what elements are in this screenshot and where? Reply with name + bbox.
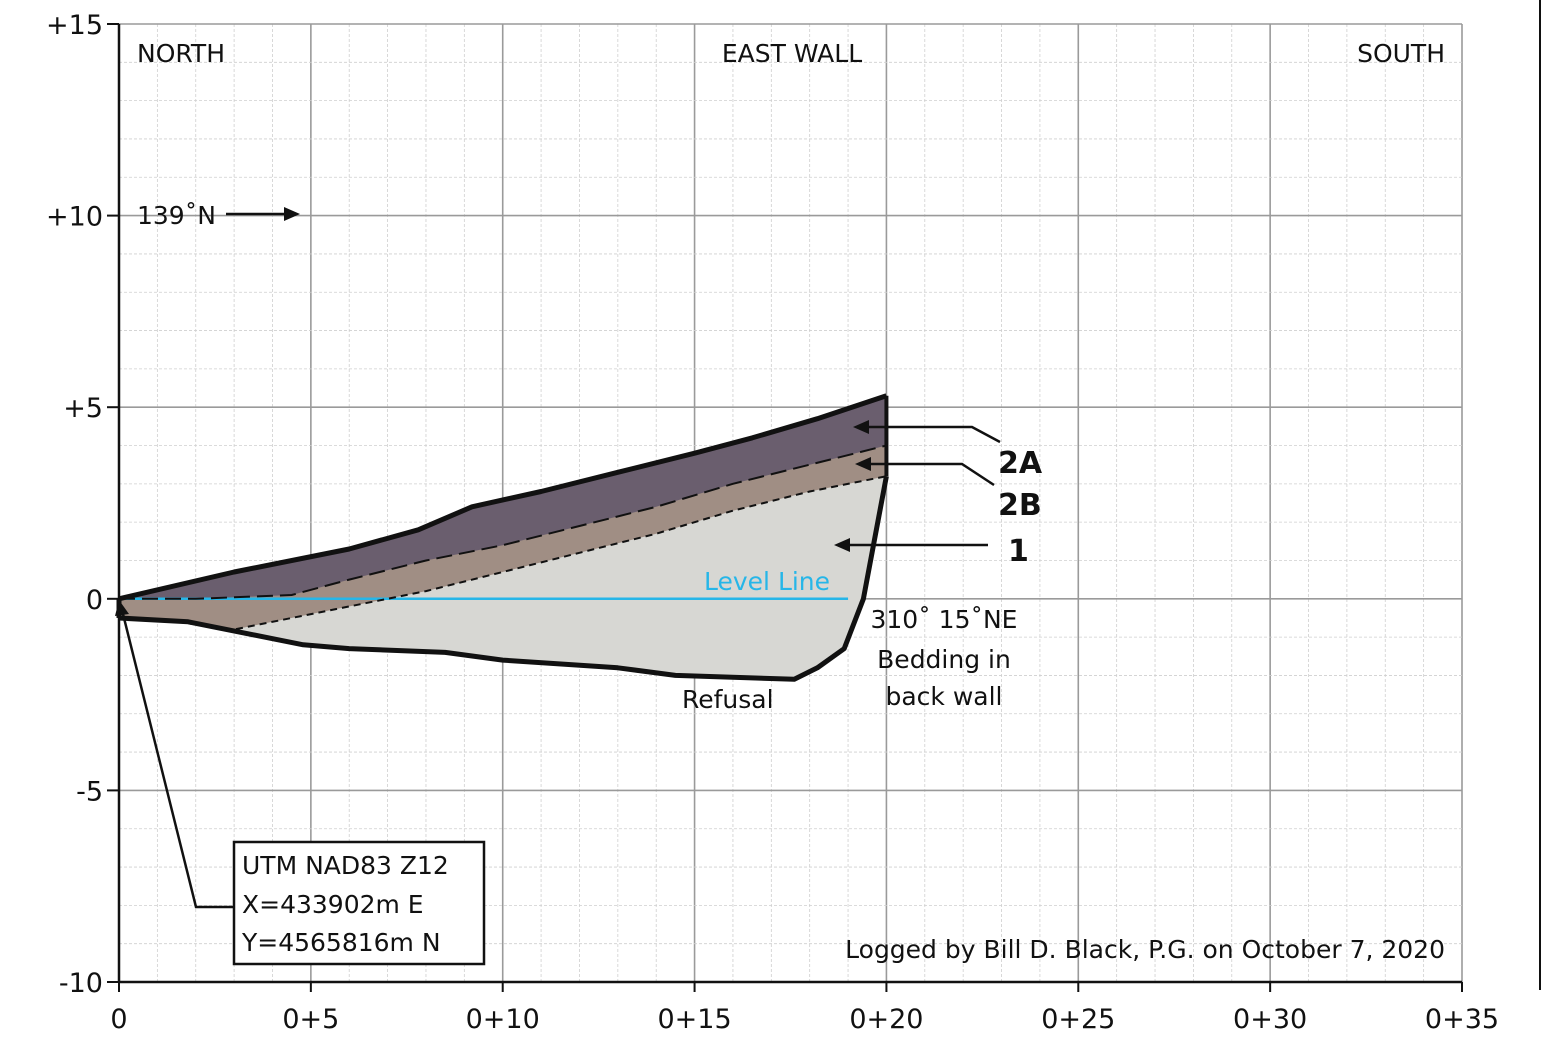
location-leader-head [115,600,129,616]
unit-2b-leader [855,457,995,487]
x-tick-label: 0+35 [1425,1004,1499,1035]
location-line-1: UTM NAD83 Z12 [242,851,449,880]
trench-bottom [118,475,889,682]
location-line-2: X=433902m E [242,890,424,919]
contact-2a-2b [119,444,887,600]
x-tick-label: 0+30 [1233,1004,1307,1035]
y-tick-label: +5 [63,393,103,424]
y-tick-label: -10 [59,968,103,999]
bearing-arrow-head [284,207,300,221]
y-tick-label: 0 [86,585,103,616]
unit-2b-label: 2B [998,488,1042,523]
y-tick-label: +15 [46,10,103,41]
bearing-label: 139˚N [137,201,216,230]
location-line-3: Y=4565816m N [241,928,441,957]
bedding-note-line-2: Bedding in [877,645,1011,674]
x-tick-label: 0+10 [466,1004,540,1035]
x-tick-label: 0+15 [657,1004,731,1035]
bedding-note-line-3: back wall [885,682,1002,711]
south-label: SOUTH [1357,39,1445,68]
logged-by: Logged by Bill D. Black, P.G. on October… [845,935,1445,964]
x-tick-label: 0+20 [849,1004,923,1035]
unit-1-fill [176,476,887,680]
location-box [232,840,486,966]
wall-label: EAST WALL [722,39,862,68]
refusal-label: Refusal [682,685,774,714]
y-tick-label: -5 [76,776,103,807]
x-tick-labels: 0 0+5 0+10 0+15 0+20 0+25 0+30 0+35 [110,982,1499,1035]
unit-1-label: 1 [1008,534,1029,569]
stratigraphic-units [119,395,887,680]
bedding-note-line-1: 310˚ 15˚NE [871,605,1018,634]
north-label: NORTH [137,39,225,68]
contact-2b-1 [176,475,887,631]
x-tick-label: 0 [110,1004,127,1035]
unit-2a-label: 2A [998,446,1043,481]
unit-2a-leader [853,420,1001,444]
x-tick-label: 0+25 [1041,1004,1115,1035]
location-leader [120,609,234,909]
ground-surface [118,393,888,602]
y-tick-labels: +15 +10 +5 0 -5 -10 [46,10,119,999]
x-tick-label: 0+5 [282,1004,339,1035]
unit-1-leader [834,538,988,552]
contacts [116,393,889,682]
y-tick-label: +10 [46,202,103,233]
level-line-label: Level Line [704,567,830,596]
